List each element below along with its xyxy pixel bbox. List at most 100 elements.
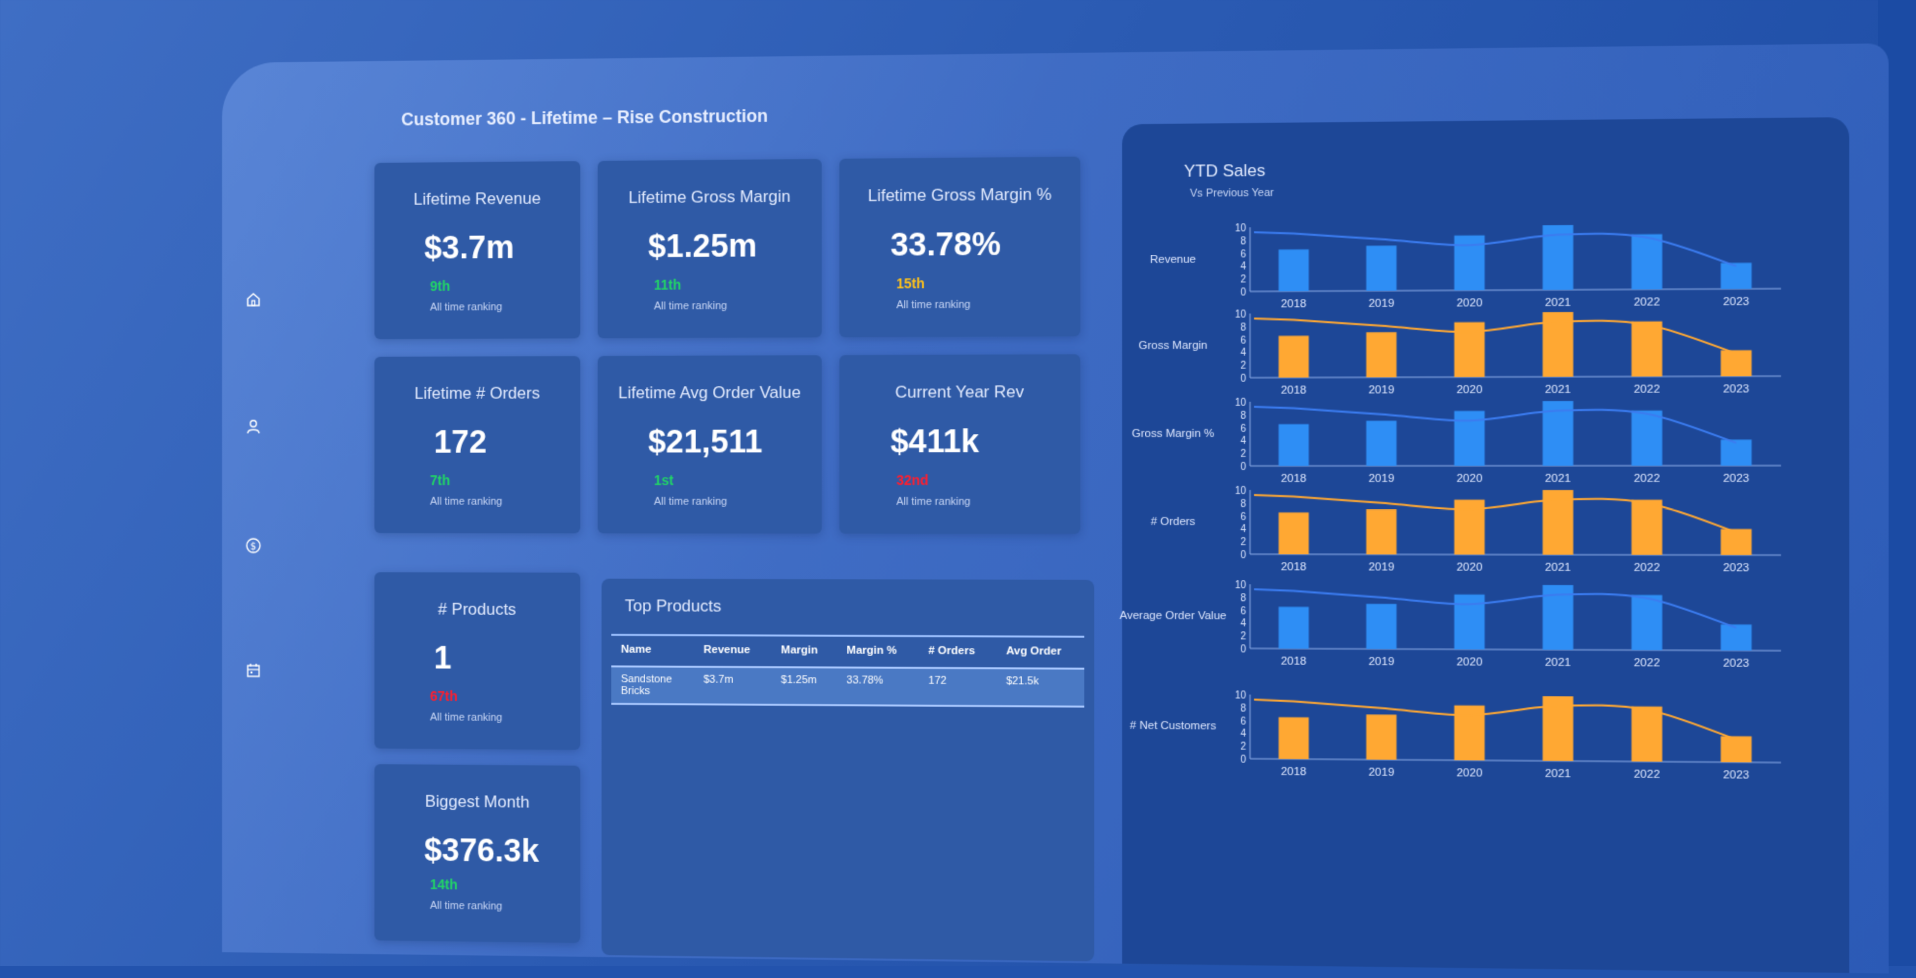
kpi-subtext: All time ranking — [654, 300, 727, 312]
x-axis-line — [1250, 554, 1781, 555]
y-tick-label: 8 — [1240, 322, 1246, 333]
x-tick-label: 2018 — [1281, 766, 1307, 778]
y-tick-label: 4 — [1240, 348, 1246, 359]
x-axis-line — [1250, 289, 1781, 292]
chart-bar[interactable] — [1721, 350, 1752, 376]
kpi-label: Lifetime Gross Margin % — [839, 185, 1080, 207]
dollar-icon[interactable]: $ — [245, 537, 262, 555]
x-tick-label: 2020 — [1456, 473, 1482, 485]
chart-bar[interactable] — [1721, 529, 1752, 555]
chart-bar[interactable] — [1721, 736, 1752, 762]
y-tick-label: 4 — [1240, 524, 1246, 535]
kpi-biggest-month[interactable]: Biggest Month $376.3k 14th All time rank… — [374, 764, 580, 943]
kpi-subtext: All time ranking — [896, 496, 970, 508]
chart-bar[interactable] — [1721, 440, 1752, 466]
x-tick-label: 2019 — [1368, 561, 1394, 573]
cell-revenue: $3.7m — [694, 667, 771, 705]
kpi-value: $1.25m — [648, 227, 757, 265]
column-header[interactable]: Margin % — [837, 636, 919, 668]
chart-svg: 02468102018 2019 2020 2021 2022 2023 — [1232, 400, 1802, 488]
y-tick-label: 8 — [1240, 593, 1246, 604]
cell-margin: $1.25m — [771, 667, 837, 705]
x-tick-label: 2020 — [1456, 561, 1482, 573]
y-tick-label: 10 — [1235, 580, 1247, 591]
chart-svg: 02468102018 2019 2020 2021 2022 2023 — [1232, 223, 1802, 313]
kpi-lifetime-gross-margin[interactable]: Lifetime Gross Margin $1.25m 11th All ti… — [598, 159, 822, 338]
chart-bar[interactable] — [1279, 717, 1309, 759]
kpi-value: $411k — [890, 422, 979, 460]
x-tick-label: 2018 — [1281, 561, 1307, 573]
y-tick-label: 6 — [1240, 716, 1246, 727]
chart-bar[interactable] — [1366, 604, 1396, 649]
y-tick-label: 8 — [1240, 703, 1246, 714]
chart-bar[interactable] — [1632, 706, 1663, 761]
chart-bar[interactable] — [1279, 424, 1309, 466]
chart-bar[interactable] — [1366, 421, 1396, 466]
column-header[interactable]: Margin — [771, 635, 837, 667]
chart-bar[interactable] — [1632, 411, 1663, 466]
column-header[interactable]: # Orders — [919, 636, 997, 668]
x-tick-label: 2019 — [1368, 473, 1394, 485]
x-tick-label: 2019 — [1368, 766, 1394, 778]
chart-bar[interactable] — [1632, 234, 1663, 289]
column-header[interactable]: Avg Order — [996, 636, 1084, 668]
chart-bar[interactable] — [1632, 321, 1663, 376]
chart-svg: 02468102018 2019 2020 2021 2022 2023 — [1232, 694, 1802, 785]
kpi-lifetime-revenue[interactable]: Lifetime Revenue $3.7m 9th All time rank… — [374, 161, 580, 339]
home-icon[interactable] — [245, 291, 262, 309]
chart-label: # Net Customers — [1118, 720, 1228, 733]
chart-bar[interactable] — [1279, 336, 1309, 378]
x-tick-label: 2022 — [1634, 296, 1660, 308]
x-tick-label: 2018 — [1281, 655, 1307, 667]
chart-bar[interactable] — [1279, 249, 1309, 291]
user-icon[interactable] — [245, 418, 262, 436]
calendar-icon[interactable] — [245, 662, 262, 680]
x-tick-label: 2020 — [1456, 767, 1482, 780]
chart-bar[interactable] — [1279, 512, 1309, 554]
column-header[interactable]: Name — [611, 635, 694, 667]
column-header[interactable]: Revenue — [694, 635, 771, 667]
x-tick-label: 2022 — [1634, 657, 1660, 669]
kpi-current-year-rev[interactable]: Current Year Rev $411k 32nd All time ran… — [839, 354, 1080, 534]
y-tick-label: 4 — [1240, 436, 1246, 447]
chart-bar[interactable] — [1721, 263, 1752, 289]
x-tick-label: 2018 — [1281, 384, 1307, 396]
chart-label: # Orders — [1118, 516, 1228, 528]
cell-name-line: Sandstone — [621, 673, 686, 685]
chart-bar[interactable] — [1366, 509, 1396, 554]
chart-bar[interactable] — [1366, 332, 1396, 377]
kpi-lifetime-orders[interactable]: Lifetime # Orders 172 7th All time ranki… — [374, 356, 580, 533]
x-tick-label: 2018 — [1281, 298, 1307, 310]
y-tick-label: 4 — [1240, 729, 1246, 740]
kpi-rank: 32nd — [896, 472, 928, 488]
x-tick-label: 2019 — [1368, 298, 1394, 310]
chart-bar[interactable] — [1632, 595, 1663, 650]
ytd-title: YTD Sales — [1184, 161, 1265, 182]
kpi-products[interactable]: # Products 1 67th All time ranking — [374, 572, 580, 750]
table-row[interactable]: Sandstone Bricks $3.7m $1.25m 33.78% 172… — [611, 666, 1084, 706]
chart-svg: 02468102018 2019 2020 2021 2022 2023 — [1232, 311, 1802, 400]
chart-bar[interactable] — [1366, 715, 1396, 760]
x-axis-line — [1250, 759, 1781, 763]
kpi-rank: 9th — [430, 278, 450, 294]
x-tick-label: 2021 — [1545, 473, 1571, 485]
y-tick-label: 2 — [1240, 361, 1246, 372]
cell-orders: 172 — [919, 668, 997, 706]
kpi-lifetime-gross-margin-pct[interactable]: Lifetime Gross Margin % 33.78% 15th All … — [839, 157, 1080, 338]
x-tick-label: 2021 — [1545, 384, 1571, 396]
kpi-value: 1 — [434, 639, 452, 676]
kpi-label: Lifetime Gross Margin — [598, 187, 822, 209]
y-tick-label: 10 — [1235, 690, 1247, 701]
chart-bar[interactable] — [1366, 246, 1396, 291]
kpi-rank: 67th — [430, 688, 458, 704]
y-tick-label: 0 — [1240, 755, 1246, 766]
y-tick-label: 0 — [1240, 550, 1246, 561]
kpi-lifetime-avg-order-value[interactable]: Lifetime Avg Order Value $21,511 1st All… — [598, 355, 822, 533]
chart-bar[interactable] — [1279, 607, 1309, 649]
kpi-label: Current Year Rev — [839, 382, 1080, 403]
chart-bar[interactable] — [1632, 500, 1663, 555]
x-tick-label: 2022 — [1634, 768, 1660, 781]
x-tick-label: 2021 — [1545, 562, 1571, 574]
kpi-label: Lifetime Avg Order Value — [598, 383, 822, 403]
chart-bar[interactable] — [1721, 624, 1752, 650]
